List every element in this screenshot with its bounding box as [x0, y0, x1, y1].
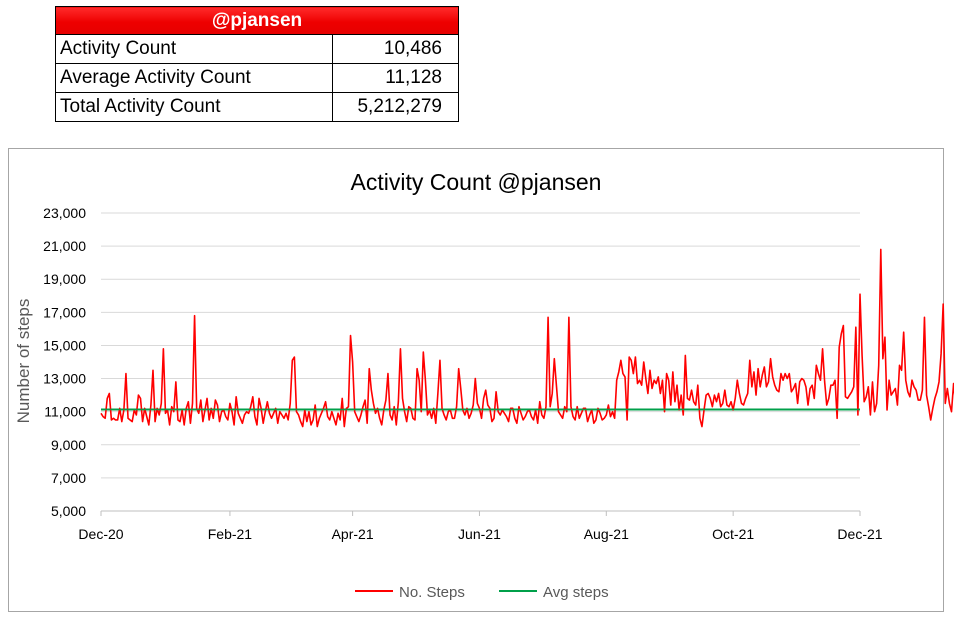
- chart-title: Activity Count @pjansen: [351, 169, 602, 195]
- y-tick-label: 19,000: [43, 271, 86, 287]
- legend-label: No. Steps: [399, 584, 465, 601]
- legend-label: Avg steps: [543, 584, 609, 601]
- summary-row-activity-count: Activity Count 10,486: [55, 34, 459, 64]
- chart-frame: [8, 148, 944, 612]
- y-tick-label: 7,000: [51, 470, 86, 486]
- chart-gridlines: [101, 212, 860, 479]
- chart-series: [100, 248, 954, 428]
- y-tick-label: 17,000: [43, 304, 86, 320]
- summary-value: 11,128: [332, 63, 459, 93]
- x-tick-label: Dec-20: [78, 526, 123, 542]
- summary-value: 10,486: [332, 34, 459, 64]
- summary-label: Total Activity Count: [55, 92, 333, 122]
- y-tick-label: 11,000: [44, 404, 86, 420]
- y-tick-label: 23,000: [43, 205, 86, 221]
- activity-summary-table: @pjansen Activity Count 10,486 Average A…: [55, 6, 459, 122]
- y-tick-label: 13,000: [43, 371, 86, 387]
- x-tick-label: Apr-21: [332, 526, 374, 542]
- y-tick-label: 21,000: [43, 238, 86, 254]
- x-tick-label: Oct-21: [712, 526, 754, 542]
- x-axis: Dec-20 Feb-21 Apr-21 Jun-21 Aug-21 Oct-21 Dec-…: [78, 510, 883, 542]
- x-tick-label: Dec-21: [837, 526, 882, 542]
- summary-header-row: @pjansen: [55, 6, 459, 35]
- y-axis-label: Number of steps: [14, 299, 33, 424]
- steps-line: [100, 248, 954, 428]
- x-tick-label: Feb-21: [208, 526, 253, 542]
- y-tick-label: 15,000: [43, 337, 86, 353]
- x-tick-label: Aug-21: [584, 526, 629, 542]
- summary-header: @pjansen: [55, 6, 459, 35]
- y-tick-label: 5,000: [51, 503, 86, 519]
- y-axis-tick-labels: 5,000 7,000 9,000 11,000 13,000 15,000 17,000 1…: [43, 205, 86, 519]
- chart-legend: No. Steps Avg steps: [355, 584, 609, 601]
- x-tick-label: Jun-21: [458, 526, 501, 542]
- y-tick-label: 9,000: [51, 437, 86, 453]
- summary-label: Activity Count: [55, 34, 333, 64]
- summary-value: 5,212,279: [332, 92, 459, 122]
- summary-row-total-activity-count: Total Activity Count 5,212,279: [55, 92, 459, 122]
